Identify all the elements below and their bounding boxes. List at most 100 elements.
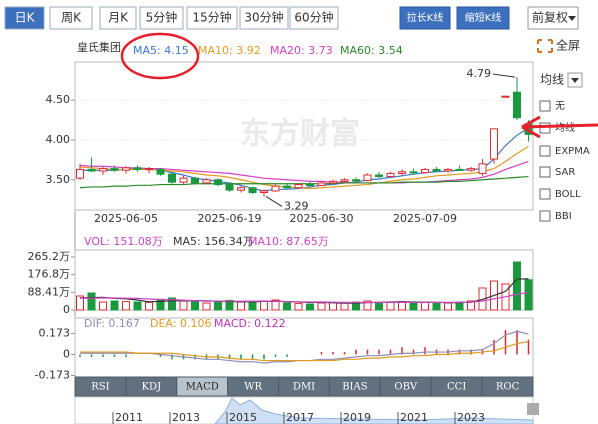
indicator-line [80, 340, 529, 362]
indicator-option[interactable]: 无 [555, 101, 565, 112]
candle-body [225, 184, 234, 191]
period-button[interactable] [239, 6, 289, 30]
volume-bar [317, 302, 326, 311]
timeline-label: 2021 [400, 411, 428, 424]
action-button[interactable] [399, 6, 451, 30]
highlight-arrow [521, 115, 598, 139]
volume-bar [513, 261, 521, 311]
action-label[interactable]: 拉长K线 [407, 11, 444, 24]
candle-body [444, 168, 452, 172]
candle-body [501, 95, 510, 98]
indicator-checkbox[interactable] [539, 122, 551, 134]
candle-body [352, 179, 360, 182]
period-button[interactable] [99, 6, 137, 30]
period-label[interactable]: 月K [108, 11, 129, 25]
y-tick-label: 88.41万 [28, 285, 71, 298]
candle-body [99, 168, 107, 172]
action-button[interactable] [456, 6, 510, 30]
adjust-label[interactable]: 前复权 [532, 10, 568, 25]
fullscreen-label[interactable]: 全屏 [556, 38, 580, 53]
candle-body [110, 168, 119, 171]
period-label[interactable]: 15分钟 [192, 10, 231, 25]
period-button[interactable] [49, 6, 93, 30]
indicator-checkbox[interactable] [539, 166, 551, 178]
adjust-dropdown[interactable] [527, 6, 579, 30]
volume-bar [168, 297, 176, 311]
candle-body [122, 167, 130, 171]
volume-bar [248, 301, 257, 311]
volume-bar [214, 301, 222, 311]
ma-legend: MA5: 4.15 [133, 44, 189, 57]
timeline-label: 2011 [115, 411, 143, 424]
period-button[interactable] [139, 6, 184, 30]
volume-bar [202, 302, 211, 311]
volume-frame [74, 249, 534, 311]
candle-body [421, 168, 429, 174]
tab-label[interactable]: RSI [91, 382, 109, 393]
tab-label[interactable]: WR [244, 382, 262, 393]
indicator-tab[interactable] [481, 376, 534, 397]
timeline-label: 2013 [172, 411, 200, 424]
volume-bar [444, 302, 452, 311]
candle-body [432, 168, 441, 172]
candle-body [467, 168, 475, 171]
tab-label[interactable]: DMI [293, 382, 315, 393]
x-tick-label: 2025-06-19 [198, 212, 262, 225]
indicator-checkbox[interactable] [539, 145, 551, 157]
indicator-option[interactable]: BBI [555, 211, 572, 222]
indicator-line [79, 175, 529, 189]
candle-body [386, 172, 395, 178]
period-label[interactable]: 周K [61, 11, 82, 25]
candle-body [294, 184, 303, 189]
tab-label[interactable]: KDJ [142, 382, 162, 393]
candle-body [455, 168, 464, 171]
high-pointer [492, 73, 516, 78]
period-label[interactable]: 30分钟 [244, 10, 283, 25]
x-tick-label: 2025-07-09 [393, 212, 457, 225]
candle-body [156, 168, 165, 175]
candle-body [363, 174, 372, 182]
period-button[interactable] [289, 6, 339, 30]
volume-ma-legend: MA5: 156.34万 [173, 235, 254, 248]
indicator-option[interactable]: EXPMA [555, 146, 590, 157]
y-tick-label: 0 [63, 347, 70, 360]
candle-body [145, 168, 153, 171]
period-label[interactable]: 5分钟 [146, 10, 178, 25]
volume-bar [421, 301, 429, 311]
indicator-option[interactable]: BOLL [555, 189, 581, 200]
period-label[interactable]: 日K [15, 11, 36, 25]
y-tick-label: -0.173 [35, 369, 70, 382]
indicator-checkbox[interactable] [539, 210, 551, 222]
action-label[interactable]: 缩短K线 [465, 11, 502, 24]
volume-bar [271, 299, 280, 311]
scroll-handle[interactable] [527, 403, 539, 415]
period-label[interactable]: 60分钟 [294, 10, 333, 25]
fullscreen-icon[interactable] [537, 39, 553, 53]
x-tick-label: 2025-06-30 [290, 212, 354, 225]
period-button[interactable] [186, 6, 238, 30]
indicator-checkbox[interactable] [539, 188, 551, 200]
tab-label[interactable]: CCI [447, 382, 466, 393]
tab-label[interactable]: BIAS [342, 382, 368, 393]
volume-bar [191, 301, 199, 311]
volume-bar [467, 300, 475, 311]
candle-body [237, 187, 245, 191]
price-frame [74, 61, 534, 211]
y-tick-label: 0 [63, 303, 70, 316]
period-button[interactable] [4, 6, 45, 30]
indicator-title: 均线 [540, 73, 564, 87]
volume-bar [432, 302, 441, 311]
volume-bar [260, 300, 268, 311]
indicator-line [80, 330, 529, 364]
timeline-label: 2023 [457, 411, 485, 424]
indicator-checkbox[interactable] [539, 100, 551, 112]
tab-label[interactable]: OBV [394, 382, 418, 393]
tab-label[interactable]: ROC [496, 382, 520, 393]
tab-label[interactable]: MACD [186, 382, 219, 393]
candle-body [214, 179, 222, 186]
indicator-option[interactable]: SAR [555, 167, 575, 178]
stock-name: 皇氏集团 [77, 40, 121, 54]
ma-legend: MA20: 3.73 [270, 44, 333, 57]
y-tick-label: 265.2万 [28, 250, 71, 263]
